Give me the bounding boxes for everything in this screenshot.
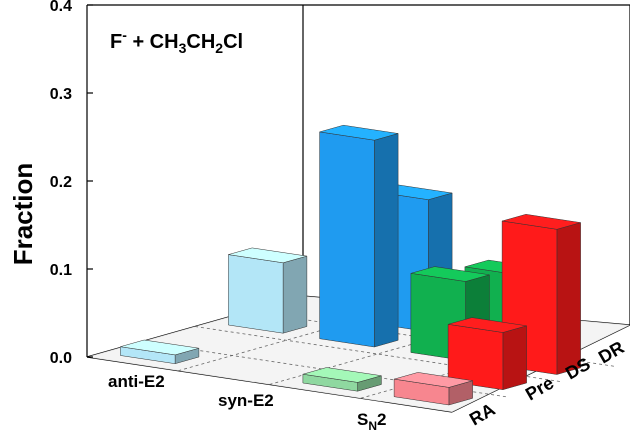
bar-front-face — [228, 254, 284, 334]
bar-top-face — [228, 247, 307, 264]
y-tick-label: 0.4 — [50, 0, 72, 15]
title-part-cl: Cl — [223, 31, 243, 53]
depth-tick-label-ra: RA — [466, 399, 499, 429]
y-tick-label: 0.1 — [50, 262, 72, 279]
bar-extra-ra — [393, 372, 473, 406]
y-tick-label: 0.0 — [50, 350, 72, 367]
bar-top-face — [120, 339, 199, 356]
bar-side-face — [282, 255, 308, 334]
bar-top-face — [502, 214, 581, 230]
title-superscript: - — [122, 27, 127, 43]
bar-extra-pre — [447, 317, 527, 391]
bar-top-face — [394, 372, 473, 388]
depth-tick-label-pre: Pre — [522, 373, 557, 405]
y-axis: 0.0 0.1 0.2 0.3 0.4 — [50, 0, 93, 367]
bar-side-face — [374, 133, 399, 348]
bar-top-face — [410, 266, 490, 282]
bar-top-face — [302, 367, 382, 383]
x-tick-label-sn2: SN2 — [357, 410, 386, 433]
chart-title: F- + CH3CH2Cl — [110, 27, 243, 56]
bar-anti-e2-ds — [228, 247, 308, 334]
depth-tick-label-dr: DR — [595, 337, 628, 367]
bar-sn2-ra — [302, 367, 382, 392]
bar-syn-e2-ds — [319, 124, 399, 348]
bar-top-face — [448, 317, 527, 333]
x-tick-label-sn2-after: 2 — [377, 410, 386, 429]
title-part-ch2: CH — [186, 31, 215, 53]
y-axis-title: Fraction — [8, 163, 38, 266]
x-tick-label-sn2-base: S — [357, 410, 368, 429]
bar-anti-e2-ra — [120, 339, 200, 365]
bar-top-face — [319, 124, 399, 141]
bar-side-face — [556, 222, 581, 375]
y-tick-label: 0.2 — [50, 174, 72, 191]
title-subscript-1: 3 — [179, 40, 187, 56]
y-tick-label: 0.3 — [50, 86, 72, 103]
title-part-f: F — [110, 31, 122, 53]
x-tick-label-anti-e2: anti-E2 — [108, 372, 165, 391]
bar-front-face — [319, 131, 375, 348]
x-tick-label-sn2-sub: N — [368, 419, 377, 433]
bar-side-face — [502, 325, 527, 391]
title-part-ch: + CH — [127, 31, 179, 53]
bar-series — [120, 124, 581, 406]
title-subscript-2: 2 — [215, 40, 223, 56]
x-axis-labels: anti-E2 syn-E2 SN2 — [108, 372, 386, 433]
x-tick-label-syn-e2: syn-E2 — [218, 391, 274, 410]
